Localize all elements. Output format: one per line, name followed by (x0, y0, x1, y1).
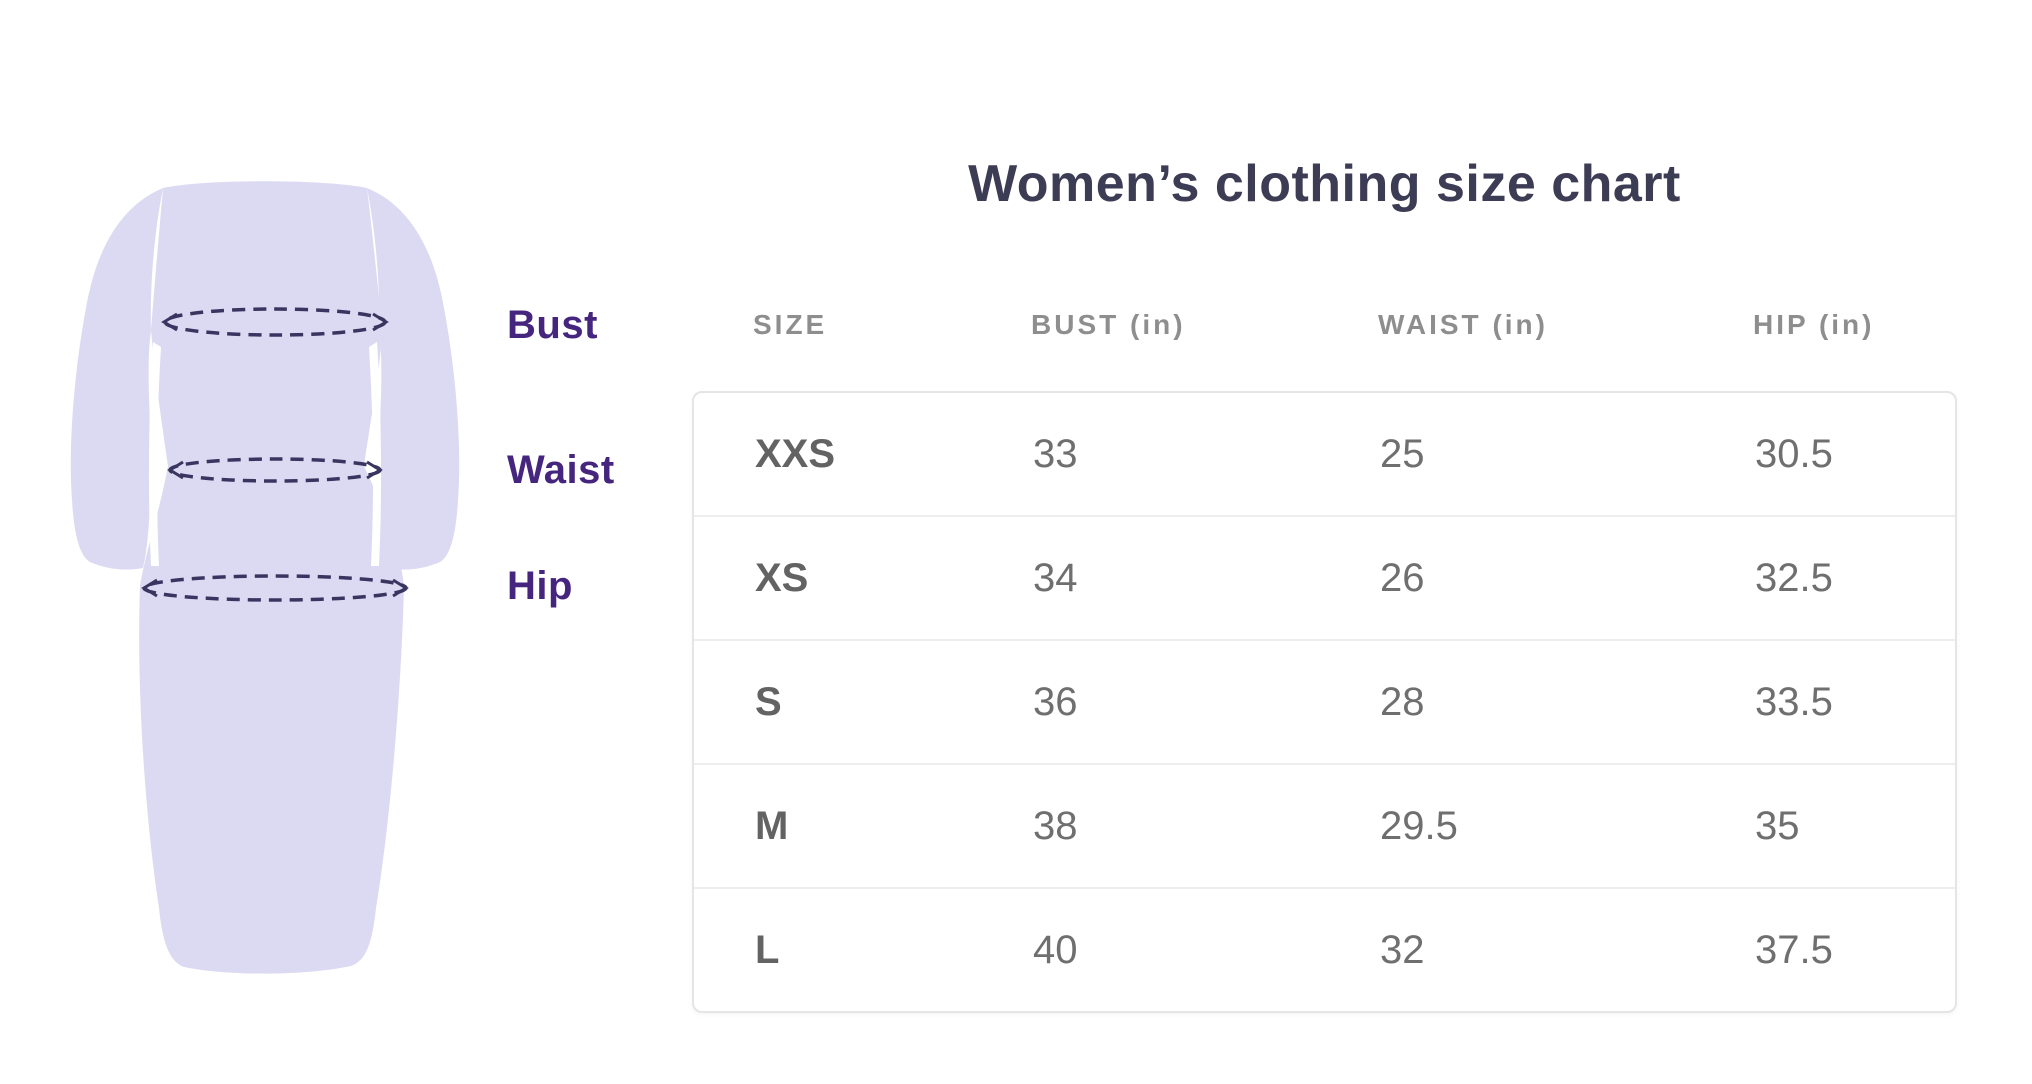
left-underarm-gap (148, 342, 161, 566)
measurement-cell: 30.5 (1755, 431, 1833, 476)
column-header-hip: HIP (in) (1753, 309, 1875, 340)
hip-measure-line (141, 574, 409, 602)
measurement-cell: 33.5 (1755, 679, 1833, 724)
measurement-cell: 33 (1033, 431, 1078, 476)
page-title: Women’s clothing size chart (968, 155, 1681, 213)
table-row: M 38 29.5 35 (694, 763, 1955, 887)
table-row: XXS 33 25 30.5 (694, 393, 1955, 515)
dress-illustration (70, 181, 460, 974)
waist-measure-line (167, 457, 383, 483)
bust-label: Bust (507, 303, 598, 347)
column-header-size: SIZE (753, 309, 828, 340)
measurement-cell: 32 (1380, 927, 1425, 972)
dress-right-sleeve (367, 188, 460, 570)
measurement-cell: 35 (1755, 803, 1800, 848)
size-cell: M (755, 803, 789, 848)
measurement-cell: 26 (1380, 555, 1425, 600)
dress-body-shape (139, 181, 404, 974)
waist-label: Waist (507, 448, 615, 492)
table-row: XS 34 26 32.5 (694, 515, 1955, 639)
table-row: S 36 28 33.5 (694, 639, 1955, 763)
measurement-cell: 37.5 (1755, 927, 1833, 972)
measurement-cell: 25 (1380, 431, 1425, 476)
size-cell: S (755, 679, 782, 724)
size-cell: XS (755, 555, 809, 600)
dress-left-sleeve (70, 188, 163, 570)
table-row: L 40 32 37.5 (694, 887, 1955, 1011)
measurement-cell: 38 (1033, 803, 1078, 848)
measurement-cell: 36 (1033, 679, 1078, 724)
hip-label: Hip (507, 564, 573, 608)
measurement-cell: 34 (1033, 555, 1078, 600)
bust-measure-line (161, 307, 389, 337)
dress-figure: Bust Waist Hip (0, 0, 690, 1084)
measurement-cell: 28 (1380, 679, 1425, 724)
column-header-bust: BUST (in) (1031, 309, 1186, 340)
measurement-cell: 40 (1033, 927, 1078, 972)
table-header-row: SIZE BUST (in) WAIST (in) HIP (in) (692, 300, 1957, 350)
size-cell: XXS (755, 431, 836, 476)
measurement-cell: 32.5 (1755, 555, 1833, 600)
column-header-waist: WAIST (in) (1378, 309, 1548, 340)
measurement-cell: 29.5 (1380, 803, 1458, 848)
size-table: XXS 33 25 30.5 XS 34 26 32.5 S 36 28 33.5 M 38 29.5 35 L… (692, 391, 1957, 1013)
size-cell: L (755, 927, 780, 972)
right-underarm-gap (369, 342, 382, 566)
